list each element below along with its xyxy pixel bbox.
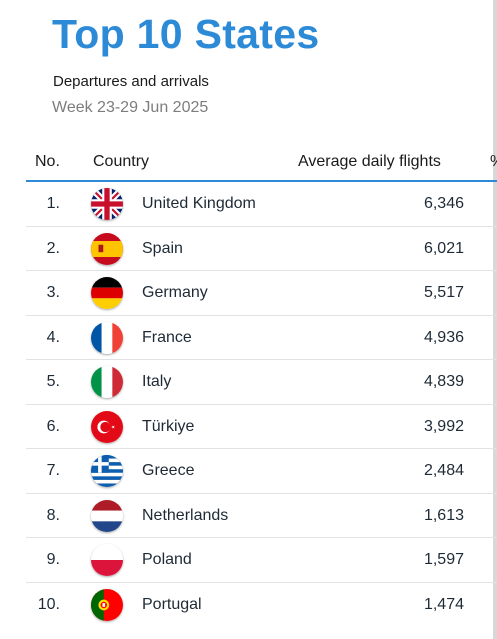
row-rank: 1. — [46, 195, 60, 212]
uk-flag-icon — [91, 188, 123, 220]
column-header-percent: % — [490, 153, 497, 171]
row-country: Italy — [142, 373, 172, 390]
poland-flag-icon — [91, 544, 123, 576]
row-country: Türkiye — [142, 417, 195, 435]
italy-flag-icon — [91, 366, 123, 398]
row-flights: 4,839 — [423, 373, 464, 390]
row-rank: 6. — [46, 417, 60, 435]
row-flights: 2,484 — [423, 462, 464, 479]
table-row: 9. Poland 1,597 — [26, 538, 497, 583]
row-country: France — [142, 328, 192, 346]
row-flights: 6,021 — [423, 239, 464, 257]
row-rank: 10. — [37, 595, 60, 613]
table-row: 7. Greece 2,484 — [26, 449, 497, 494]
greece-flag-icon — [91, 455, 123, 487]
table-row: 6. Türkiye 3,992 — [26, 405, 497, 449]
row-country: Portugal — [142, 595, 202, 613]
row-rank: 7. — [46, 462, 60, 479]
row-flights: 5,517 — [423, 284, 464, 301]
spain-flag-icon — [91, 232, 123, 265]
table-row: 8. Netherlands 1,613 — [26, 494, 497, 538]
right-divider — [493, 0, 497, 639]
germany-flag-icon — [91, 277, 123, 309]
table-row: 5. Italy 4,839 — [26, 360, 497, 405]
row-flights: 3,992 — [423, 417, 464, 435]
row-country: Greece — [142, 462, 195, 479]
column-header-flights: Average daily flights — [298, 153, 441, 170]
row-rank: 5. — [46, 373, 60, 390]
row-country: Poland — [142, 551, 192, 568]
row-flights: 1,597 — [423, 551, 464, 568]
france-flag-icon — [91, 321, 123, 354]
row-country: Spain — [142, 239, 183, 257]
page-title: Top 10 States — [52, 11, 320, 57]
row-rank: 9. — [46, 551, 60, 568]
row-country: Germany — [142, 284, 208, 301]
table-row: 4. France 4,936 — [26, 316, 497, 360]
row-rank: 8. — [46, 506, 60, 524]
portugal-flag-icon — [91, 588, 123, 621]
table-header: No. Country Average daily flights % — [26, 144, 497, 182]
row-rank: 4. — [46, 328, 60, 346]
turkiye-flag-icon — [91, 410, 123, 443]
page-subtitle: Departures and arrivals — [53, 73, 209, 90]
row-flights: 1,613 — [423, 506, 464, 524]
ranking-table: No. Country Average daily flights % 1. U… — [26, 144, 497, 626]
column-header-no: No. — [35, 153, 60, 170]
row-rank: 3. — [46, 284, 60, 301]
row-rank: 2. — [46, 239, 60, 257]
table-row: 3. Germany 5,517 — [26, 271, 497, 316]
row-flights: 4,936 — [423, 328, 464, 346]
row-flights: 1,474 — [423, 595, 464, 613]
table-row: 10. Portugal 1,474 — [26, 583, 497, 627]
date-range: Week 23-29 Jun 2025 — [52, 99, 209, 116]
row-country: Netherlands — [142, 506, 229, 524]
row-flights: 6,346 — [423, 195, 464, 212]
netherlands-flag-icon — [91, 499, 123, 532]
row-country: United Kingdom — [142, 195, 256, 212]
table-row: 1. United Kingdom 6,346 — [26, 182, 497, 227]
table-row: 2. Spain 6,021 — [26, 227, 497, 271]
column-header-country: Country — [93, 153, 150, 170]
